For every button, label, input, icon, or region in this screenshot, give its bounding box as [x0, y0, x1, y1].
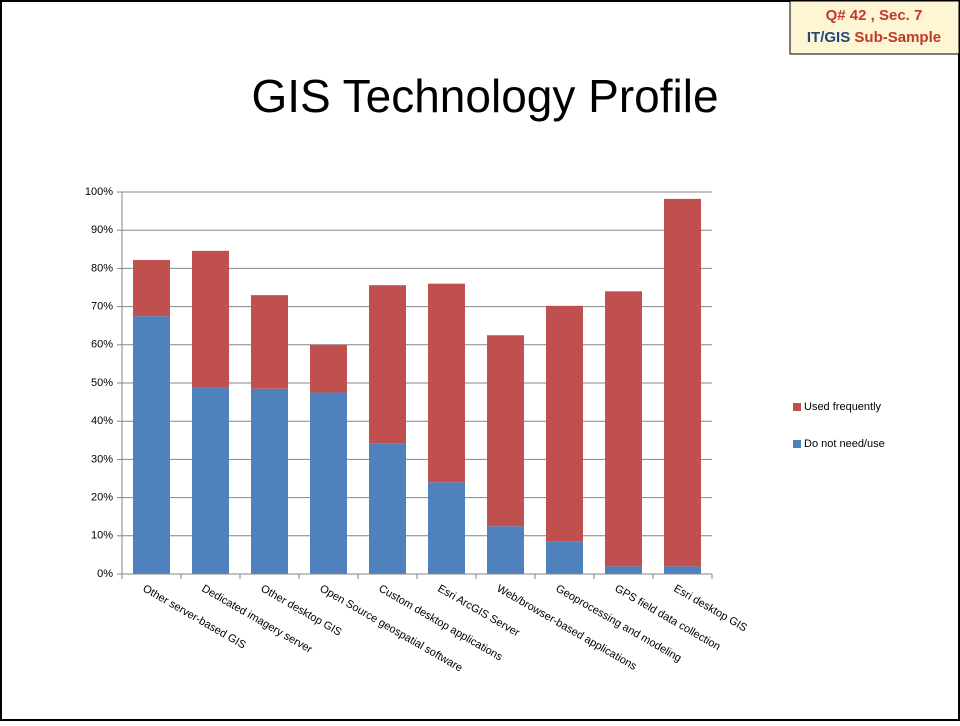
- legend-swatch: [793, 403, 801, 411]
- badge-line: Q# 42 , Sec. 7: [826, 7, 923, 24]
- bar-segment: [428, 283, 465, 483]
- bar-segment: [192, 387, 229, 574]
- y-tick-label: 0%: [97, 568, 113, 580]
- legend-label: Do not need/use: [804, 438, 885, 450]
- bar-segment: [133, 259, 170, 317]
- bar-segment: [369, 285, 406, 444]
- y-tick-label: 90%: [91, 224, 113, 236]
- y-tick-label: 100%: [85, 186, 113, 198]
- badge-part: IT/GIS: [807, 29, 850, 46]
- badge-line: IT/GIS Sub-Sample: [807, 29, 941, 46]
- bar-segment: [133, 316, 170, 574]
- bar-segment: [487, 335, 524, 527]
- bar-segment: [546, 305, 583, 542]
- bar-segment: [664, 566, 701, 574]
- legend-swatch: [793, 440, 801, 448]
- badge-box: [789, 0, 960, 55]
- bar-segment: [605, 291, 642, 567]
- y-tick-label: 30%: [91, 453, 113, 465]
- y-tick-label: 20%: [91, 492, 113, 504]
- badge-part: Sub-Sample: [854, 29, 941, 46]
- bar-segment: [487, 526, 524, 574]
- y-tick-label: 10%: [91, 530, 113, 542]
- chart-title: GIS Technology Profile: [251, 70, 718, 122]
- bar-segment: [428, 482, 465, 574]
- bar-segment: [251, 388, 288, 574]
- bar-segment: [251, 295, 288, 389]
- bar-segment: [192, 250, 229, 388]
- y-tick-label: 60%: [91, 339, 113, 351]
- y-tick-label: 50%: [91, 377, 113, 389]
- bar-segment: [310, 344, 347, 393]
- bar-segment: [369, 443, 406, 574]
- y-tick-label: 40%: [91, 415, 113, 427]
- legend-label: Used frequently: [804, 401, 882, 413]
- y-tick-label: 70%: [91, 301, 113, 313]
- y-tick-label: 80%: [91, 262, 113, 274]
- bar-segment: [546, 541, 583, 574]
- bar-segment: [310, 392, 347, 574]
- bar-segment: [605, 566, 642, 574]
- bar-segment: [664, 198, 701, 567]
